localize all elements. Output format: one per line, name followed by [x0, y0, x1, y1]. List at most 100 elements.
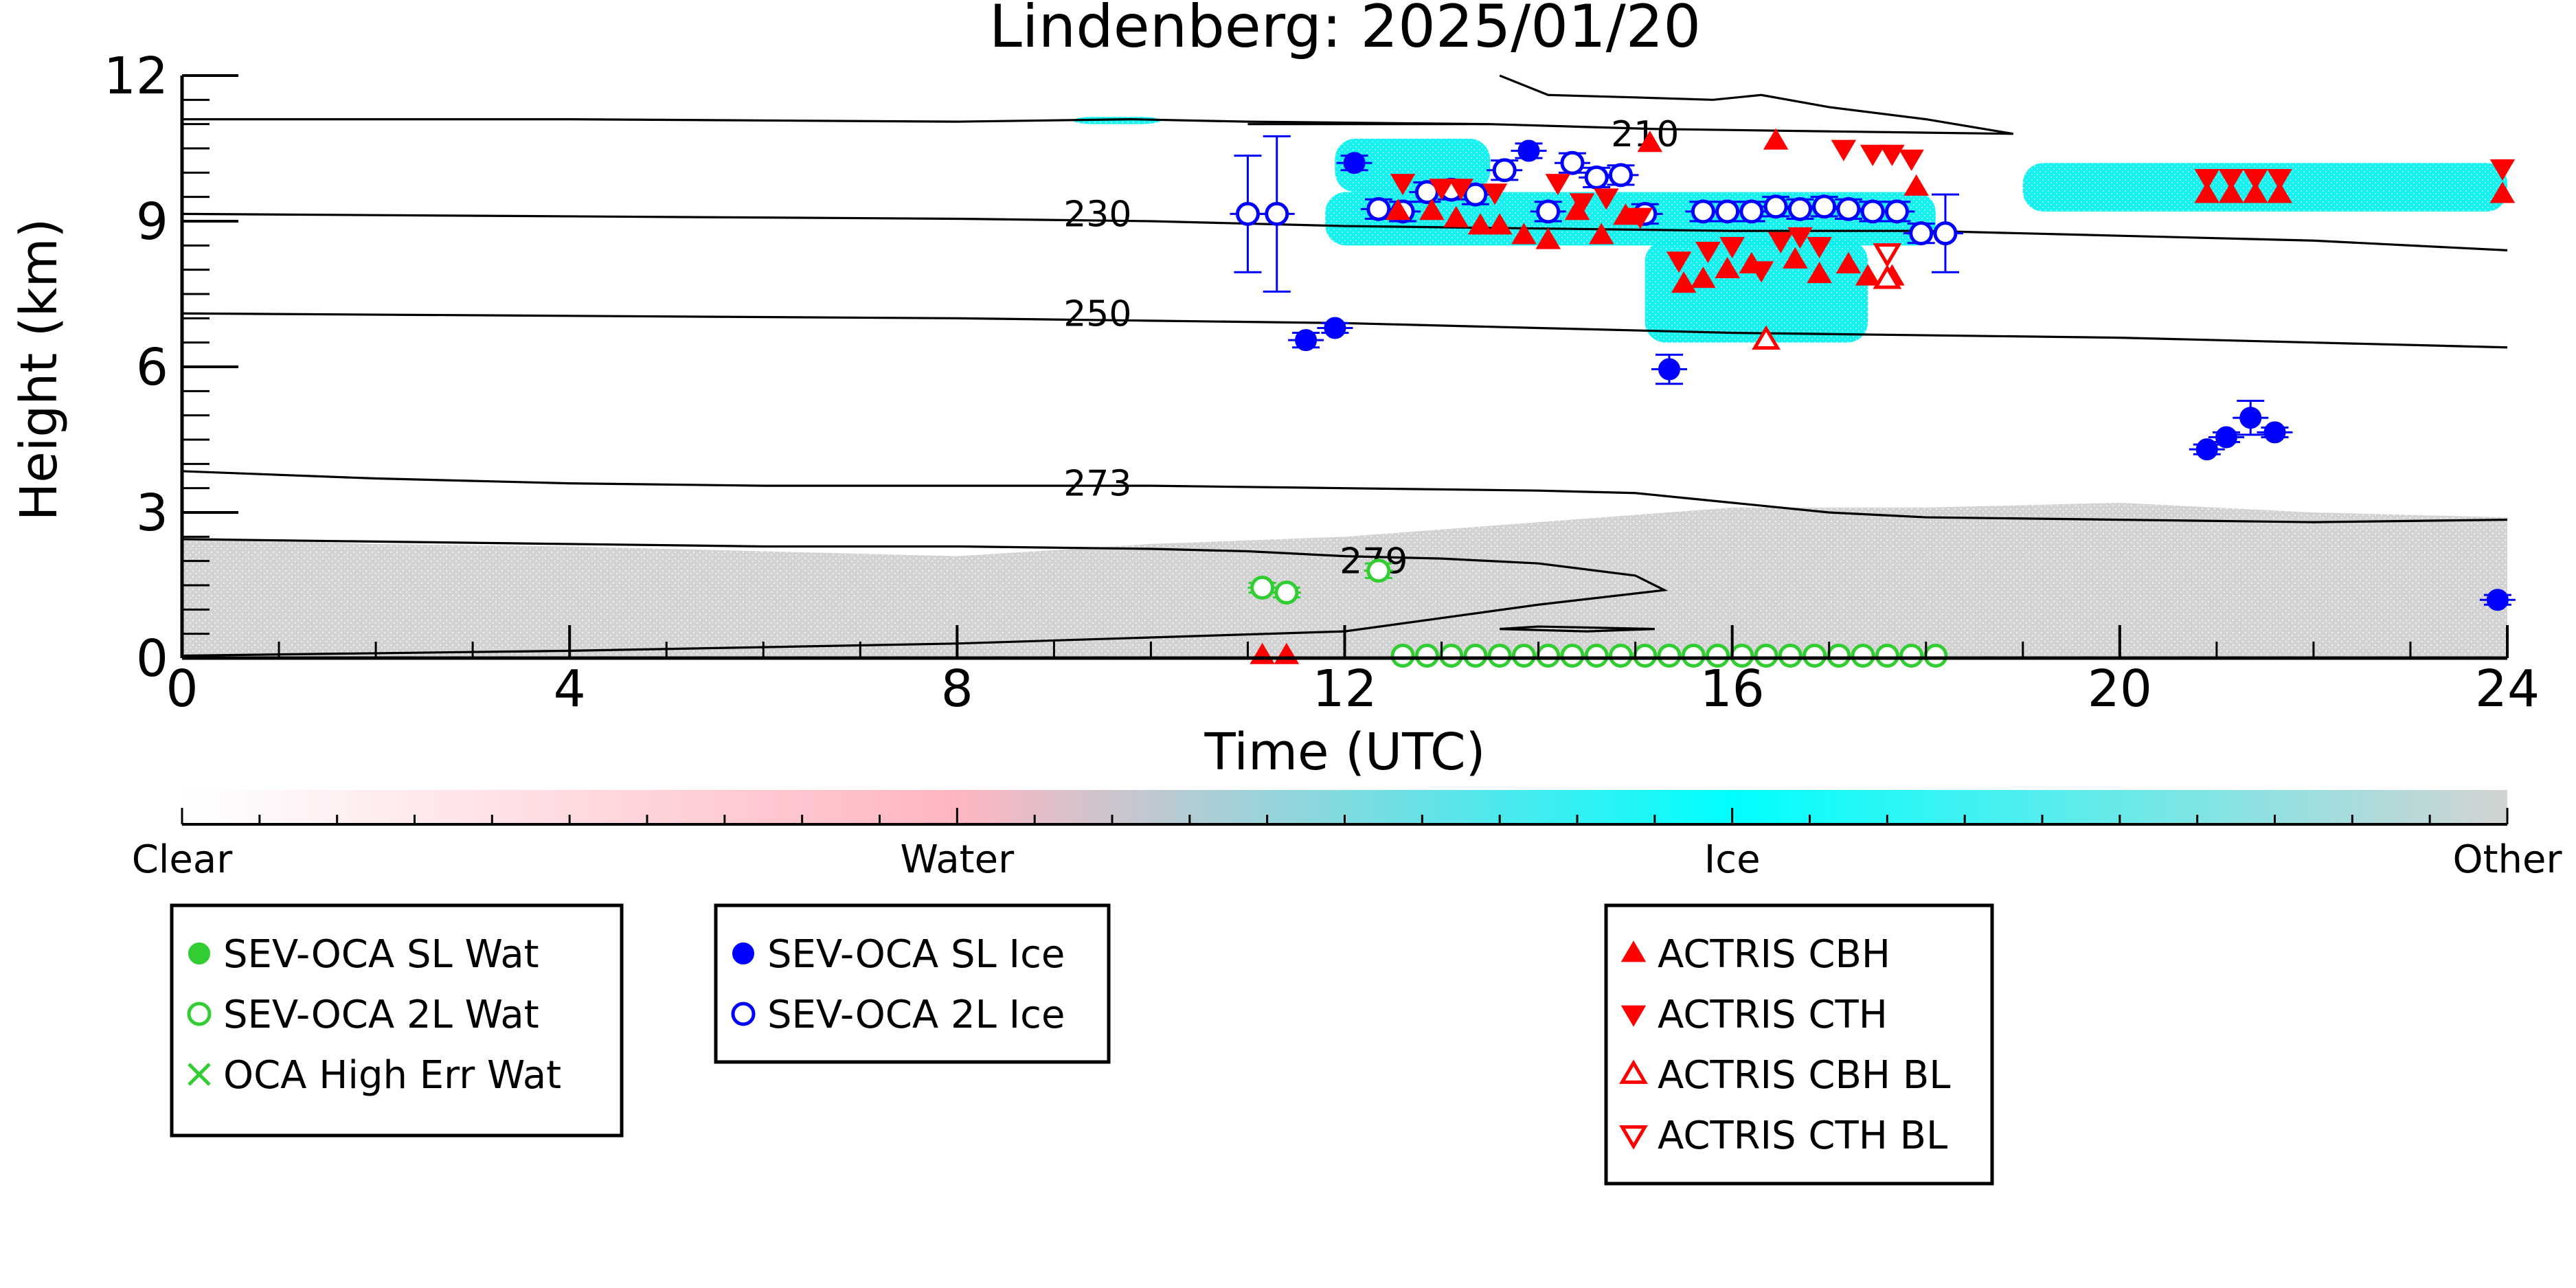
actris-cth-point [2267, 169, 2292, 191]
sev-oca-2l-wat-point [1463, 643, 1488, 668]
legend-frame [1604, 903, 1994, 1186]
legend-marker [1620, 1005, 1647, 1027]
sev-oca-2l-wat-point [1706, 643, 1730, 668]
sev-oca-2l-ice-point [1715, 199, 1740, 224]
contour-line [1500, 625, 1655, 633]
actris-cth-point [1390, 174, 1416, 196]
sev-oca-2l-wat-point [1875, 643, 1899, 668]
contour-line [182, 117, 1491, 126]
contour-line [1247, 74, 2013, 135]
legend-marker [188, 942, 210, 964]
actris-cth-bl-point [1873, 243, 1902, 268]
x-stroke [188, 1063, 211, 1086]
actris-cth-point [1482, 183, 1508, 205]
sev-oca-sl-ice-point [1295, 329, 1318, 352]
legend-label: SEV-OCA 2L Wat [223, 993, 539, 1037]
ice-class-region [2022, 163, 2507, 212]
actris-cth-point [1569, 193, 1595, 215]
actris-cbh-point [2243, 181, 2268, 203]
sev-oca-2l-wat-point [1681, 643, 1706, 668]
sev-oca-2l-ice-point [1933, 221, 1958, 246]
actris-cth-point [1787, 227, 1813, 249]
sev-oca-sl-ice-point [1343, 152, 1366, 174]
sev-oca-2l-ice-point [1560, 150, 1585, 175]
legend-label: ACTRIS CTH [1658, 993, 1888, 1037]
legend-label: ACTRIS CBH BL [1658, 1053, 1950, 1098]
x-axis-label: Time (UTC) [1204, 723, 1485, 782]
actris-cbh-point [1385, 199, 1411, 221]
legend-label: SEV-OCA SL Wat [223, 932, 539, 977]
sev-oca-2l-ice-point [1691, 199, 1715, 224]
actris-cth-point [1448, 179, 1473, 201]
colorbar-label: Other [2452, 837, 2562, 882]
contour-label: 273 [1063, 464, 1131, 505]
actris-cth-point [2489, 159, 2516, 181]
actris-cth-point [1879, 144, 1905, 166]
actris-cbh-point [1691, 267, 1716, 289]
x-tick-label: 8 [941, 659, 973, 719]
sev-oca-2l-ice-point [1860, 199, 1885, 224]
sev-oca-sl-ice-point [2239, 407, 2262, 429]
x-tick-label: 16 [1700, 659, 1765, 719]
contour-label: 230 [1063, 194, 1131, 235]
actris-cbh-point [1855, 264, 1881, 286]
sev-oca-2l-wat-point [1899, 643, 1924, 668]
sev-oca-2l-wat-point [1633, 643, 1658, 668]
contour-line [181, 212, 2508, 251]
contour-line [181, 470, 2508, 523]
sev-oca-2l-wat-point [1439, 643, 1464, 668]
colorbar: Clear Water Ice Other [132, 790, 2562, 882]
colorbar-label: Ice [1704, 837, 1761, 882]
chart-title: Lindenberg: 2025/01/20 [989, 0, 1701, 61]
legend-marker [731, 1002, 756, 1026]
sev-oca-2l-ice-point [1536, 199, 1561, 224]
actris-cbh-point [1903, 174, 1929, 196]
actris-cth-point [1627, 207, 1653, 229]
sev-oca-sl-ice-point [2195, 438, 2218, 461]
legend-marker [1620, 940, 1647, 962]
sev-oca-2l-wat-point [1803, 643, 1827, 668]
actris-cbh-point [1783, 247, 1808, 269]
ice-class-region [1645, 240, 1868, 343]
actris-cbh-point [1715, 256, 1740, 279]
actris-cbh-point [2218, 181, 2244, 203]
actris-cth-point [1429, 179, 1454, 201]
actris-cbh-point [1419, 199, 1445, 221]
sev-oca-2l-wat-point [1851, 643, 1875, 668]
y-axis-label: Height (km) [10, 218, 69, 521]
actris-cbh-point [1487, 213, 1513, 235]
contour-line [181, 538, 1669, 657]
actris-cth-point [1666, 251, 1692, 273]
sev-oca-2l-ice-point [1836, 196, 1861, 221]
x-tick-label: 20 [2088, 659, 2152, 719]
colorbar-label: Clear [132, 837, 233, 882]
sev-oca-2l-wat-point [1608, 643, 1633, 668]
legend-box: SEV-OCA SL Ice SEV-OCA 2L Ice [714, 903, 1111, 1064]
actris-cbh-point [1511, 223, 1537, 245]
sev-oca-2l-wat-point [1536, 643, 1561, 668]
sev-oca-2l-ice-point [1265, 201, 1289, 226]
actris-cbh-point [1671, 271, 1697, 293]
actris-cbh-point [1835, 251, 1862, 273]
sev-oca-2l-wat-point [1827, 643, 1851, 668]
sev-oca-2l-ice-point [1763, 194, 1788, 219]
actris-cbh-point [1467, 213, 1493, 235]
actris-cbh-point [1807, 262, 1832, 284]
sev-oca-sl-ice-point [1517, 139, 1540, 162]
x-tick-label: 12 [1312, 659, 1377, 719]
sev-oca-sl-ice-point [2486, 589, 2509, 611]
actris-cbh-point [1613, 203, 1638, 225]
sev-oca-2l-wat-point [1657, 643, 1682, 668]
legend-label: SEV-OCA SL Ice [767, 932, 1065, 977]
actris-cth-point [1719, 236, 1745, 259]
legend-marker [732, 942, 754, 964]
legend-marker [188, 1063, 211, 1086]
sev-oca-sl-ice-point [2215, 426, 2237, 449]
actris-cbh-point [1535, 227, 1561, 249]
sev-oca-2l-wat-point [1366, 558, 1391, 583]
contour-line [181, 312, 2508, 349]
y-tick-label: 12 [104, 47, 168, 106]
colorbar-label: Water [901, 837, 1015, 882]
sev-oca-2l-wat-point [1414, 643, 1439, 668]
sev-oca-2l-ice-point [1366, 196, 1391, 221]
